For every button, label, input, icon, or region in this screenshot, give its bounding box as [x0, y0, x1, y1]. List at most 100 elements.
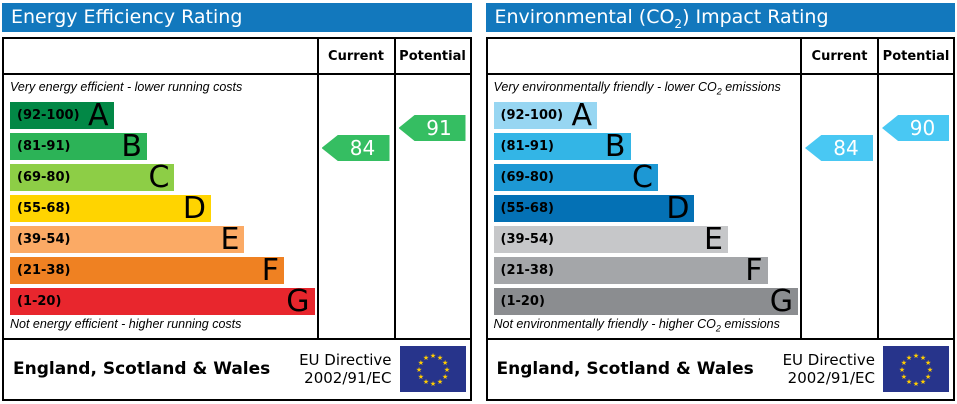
- potential-rating-cell: 90: [877, 75, 953, 338]
- potential-column-header: Potential: [877, 39, 953, 73]
- band-range-label: (39-54): [500, 231, 554, 247]
- band-bar-c: (69-80) C: [493, 159, 658, 195]
- band-letter: D: [182, 190, 206, 226]
- rating-scale: Very environmentally friendly - lower CO…: [488, 75, 801, 338]
- band-range-label: (21-38): [500, 262, 554, 278]
- current-rating-value: 84: [349, 136, 376, 160]
- top-note-text: Very energy efficient - lower running co…: [10, 80, 243, 94]
- current-column-header: Current: [800, 39, 877, 73]
- band-range-label: (69-80): [17, 169, 71, 185]
- band-letter: F: [745, 252, 763, 288]
- band-letter: E: [220, 221, 240, 257]
- svg-text:★: ★: [901, 359, 907, 367]
- band-bar-e: (39-54) E: [493, 224, 728, 254]
- svg-text:★: ★: [441, 359, 447, 367]
- band-row-a: (92-100) A: [493, 97, 799, 133]
- band-bar-g: (1-20) G: [10, 283, 315, 319]
- top-note-text: Very environmentally friendly - lower CO: [493, 80, 717, 94]
- svg-text:★: ★: [429, 352, 435, 360]
- band-row-e: (39-54) E: [493, 224, 799, 254]
- eu-flag-icon: ★ ★ ★ ★ ★ ★ ★ ★ ★ ★ ★ ★: [883, 345, 949, 392]
- svg-text:★: ★: [913, 352, 919, 360]
- band-range-label: (69-80): [500, 169, 554, 185]
- title-text: Environmental (CO: [494, 6, 675, 28]
- current-rating-cell: 84: [316, 75, 394, 338]
- band-bar-d: (55-68) D: [493, 190, 695, 226]
- band-row-c: (69-80) C: [10, 159, 315, 195]
- band-letter: B: [604, 128, 626, 164]
- current-rating-arrow: 84: [805, 135, 873, 161]
- bottom-note: Not environmentally friendly - higher CO…: [494, 317, 799, 334]
- svg-text:★: ★: [925, 359, 931, 367]
- band-row-f: (21-38) F: [10, 252, 315, 288]
- eu-directive-label: EU Directive 2002/91/EC: [299, 351, 391, 387]
- title-subscript: 2: [674, 16, 683, 31]
- svg-text:★: ★: [417, 359, 423, 367]
- band-bar-f: (21-38) F: [493, 252, 768, 288]
- bottom-note-text: Not environmentally friendly - higher CO: [493, 316, 716, 331]
- band-letter: A: [87, 97, 109, 133]
- band-row-e: (39-54) E: [10, 221, 315, 257]
- svg-text:★: ★: [436, 353, 442, 361]
- svg-text:★: ★: [417, 373, 423, 381]
- svg-text:★: ★: [901, 373, 907, 381]
- band-letter: C: [631, 159, 653, 195]
- chart-body-row: Very energy efficient - lower running co…: [4, 75, 470, 338]
- potential-rating-value: 90: [909, 116, 936, 140]
- bottom-note-text-post: emissions: [720, 316, 780, 331]
- chart-body-row: Very environmentally friendly - lower CO…: [488, 75, 954, 338]
- band-bar-b: (81-91) B: [493, 128, 631, 164]
- current-rating-arrow: 84: [321, 135, 390, 161]
- band-letter: D: [666, 190, 690, 226]
- title-text: Energy Efficiency Rating: [11, 6, 243, 28]
- table-footer: England, Scotland & Wales EU Directive 20…: [4, 338, 470, 397]
- svg-text:★: ★: [927, 366, 933, 374]
- potential-rating-arrow: 90: [882, 115, 949, 141]
- band-letter: A: [571, 97, 593, 133]
- top-note: Very energy efficient - lower running co…: [10, 80, 315, 97]
- eu-directive-line1: EU Directive: [299, 350, 392, 369]
- svg-text:★: ★: [441, 373, 447, 381]
- band-bar-c: (69-80) C: [10, 159, 175, 195]
- eu-directive-label: EU Directive 2002/91/EC: [783, 351, 875, 387]
- environmental-impact-table: Current Potential Very environmentally f…: [485, 37, 955, 401]
- rating-bands: (92-100) A (81-91) B (69-80) C (55-68) D (39…: [10, 97, 315, 319]
- band-row-d: (55-68) D: [10, 190, 315, 226]
- band-range-label: (21-38): [17, 262, 71, 278]
- environmental-impact-title: Environmental (CO2) Impact Rating: [485, 3, 955, 32]
- band-letter: G: [286, 283, 310, 319]
- svg-text:★: ★: [422, 353, 428, 361]
- band-letter: B: [121, 128, 143, 164]
- svg-text:★: ★: [920, 353, 926, 361]
- svg-text:★: ★: [920, 378, 926, 386]
- band-range-label: (81-91): [17, 138, 71, 154]
- empty-header-cell: [4, 39, 317, 73]
- region-label: England, Scotland & Wales: [13, 358, 271, 379]
- potential-rating-cell: 91: [393, 75, 470, 338]
- svg-text:★: ★: [436, 378, 442, 386]
- svg-text:★: ★: [415, 366, 421, 374]
- potential-rating-arrow: 91: [398, 115, 466, 141]
- band-letter: F: [261, 252, 280, 288]
- region-label: England, Scotland & Wales: [496, 358, 754, 379]
- band-letter: C: [148, 159, 170, 195]
- svg-text:★: ★: [899, 366, 905, 374]
- band-row-f: (21-38) F: [493, 252, 799, 288]
- band-range-label: (39-54): [17, 231, 71, 247]
- svg-text:★: ★: [925, 373, 931, 381]
- table-header-row: Current Potential: [487, 39, 953, 75]
- rating-bands: (92-100) A (81-91) B (69-80) C (55-68) D (39…: [493, 97, 799, 319]
- energy-efficiency-table: Current Potential Very energy efficient …: [2, 37, 472, 401]
- potential-rating-value: 91: [426, 116, 452, 140]
- current-column-header: Current: [316, 39, 394, 73]
- band-range-label: (92-100): [500, 107, 564, 123]
- band-letter: G: [769, 283, 793, 319]
- band-range-label: (55-68): [17, 200, 71, 216]
- eu-directive-line1: EU Directive: [782, 350, 875, 369]
- top-note: Very environmentally friendly - lower CO…: [494, 80, 799, 97]
- band-bar-a: (92-100) A: [493, 97, 598, 133]
- bottom-note-text: Not energy efficient - higher running co…: [10, 316, 242, 331]
- environmental-impact-panel: Environmental (CO2) Impact Rating Curren…: [485, 3, 955, 401]
- band-range-label: (55-68): [500, 200, 554, 216]
- band-bar-a: (92-100) A: [10, 97, 114, 133]
